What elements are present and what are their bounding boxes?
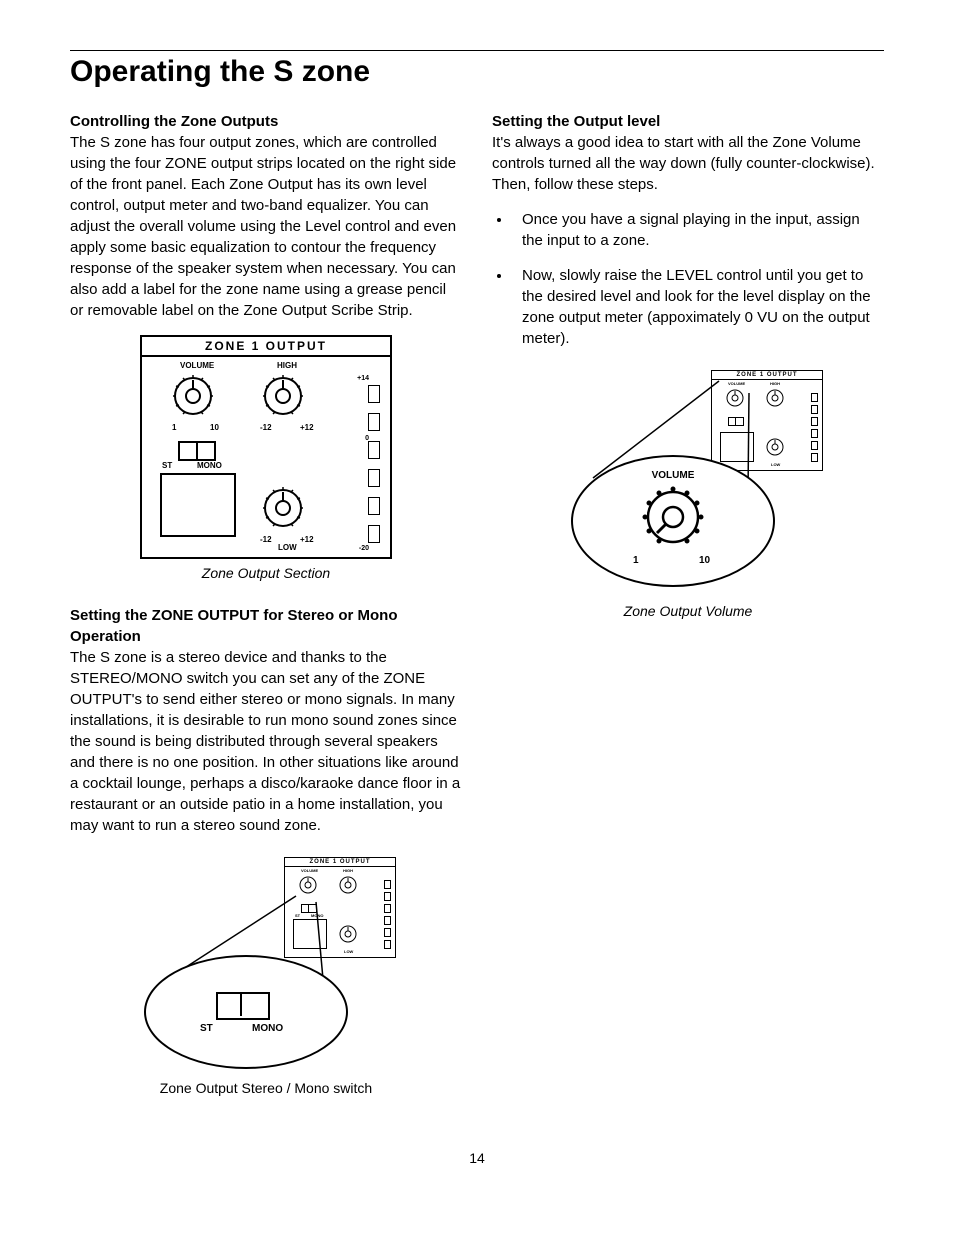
figure-zone-output-volume: ZONE 1 OUTPUT VOLUME HIGH LOW: [492, 363, 884, 619]
heading-controlling: Controlling the Zone Outputs: [70, 113, 278, 130]
caption-fig3: Zone Output Volume: [492, 603, 884, 619]
heading-stereo-mono: Setting the ZONE OUTPUT for Stereo or Mo…: [70, 607, 398, 645]
output-meter: +14 0 -20: [352, 375, 382, 549]
lbl-low-max: +12: [300, 535, 314, 544]
lbl-st: ST: [162, 461, 172, 470]
callout-lbl-1: 1: [633, 555, 639, 566]
lbl-high-min: -12: [260, 423, 272, 432]
callout-lbl-volume: VOLUME: [573, 470, 773, 481]
switch-st-mono: [178, 441, 216, 461]
lbl-mono: MONO: [197, 461, 222, 470]
panel-title: ZONE 1 OUTPUT: [142, 337, 390, 357]
para-controlling: The S zone has four output zones, which …: [70, 134, 456, 319]
heading-output-level: Setting the Output level: [492, 113, 660, 130]
lbl-low: LOW: [278, 543, 297, 552]
page-number: 14: [70, 1150, 884, 1166]
callout-lbl-10: 10: [699, 555, 710, 566]
lbl-high: HIGH: [277, 361, 297, 370]
lbl-low-min: -12: [260, 535, 272, 544]
caption-fig2: Zone Output Stereo / Mono switch: [70, 1080, 462, 1096]
right-column: Setting the Output level It's always a g…: [492, 111, 884, 1120]
left-column: Controlling the Zone Outputs The S zone …: [70, 111, 462, 1120]
para-output-level: It's always a good idea to start with al…: [492, 134, 875, 193]
step-2: Now, slowly raise the LEVEL control unti…: [512, 265, 884, 349]
para-stereo-mono: The S zone is a stereo device and thanks…: [70, 649, 460, 834]
knob-high: [260, 373, 306, 419]
figure-zone-output-section: ZONE 1 OUTPUT VOLUME HIGH 1: [70, 335, 462, 581]
lbl-high-max: +12: [300, 423, 314, 432]
step-1: Once you have a signal playing in the in…: [512, 209, 884, 251]
page-title: Operating the S zone: [70, 55, 884, 89]
callout-lbl-mono: MONO: [252, 1023, 283, 1034]
lbl-vol-max: 10: [210, 423, 219, 432]
caption-fig1: Zone Output Section: [70, 565, 462, 581]
knob-low: [260, 485, 306, 531]
knob-volume: [170, 373, 216, 419]
figure-stereo-mono-switch: ZONE 1 OUTPUT VOLUME HIGH ST MONO LOW: [70, 850, 462, 1096]
scribe-strip: [160, 473, 236, 537]
callout-lbl-st: ST: [200, 1023, 213, 1034]
lbl-vol-min: 1: [172, 423, 176, 432]
lbl-volume: VOLUME: [180, 361, 214, 370]
